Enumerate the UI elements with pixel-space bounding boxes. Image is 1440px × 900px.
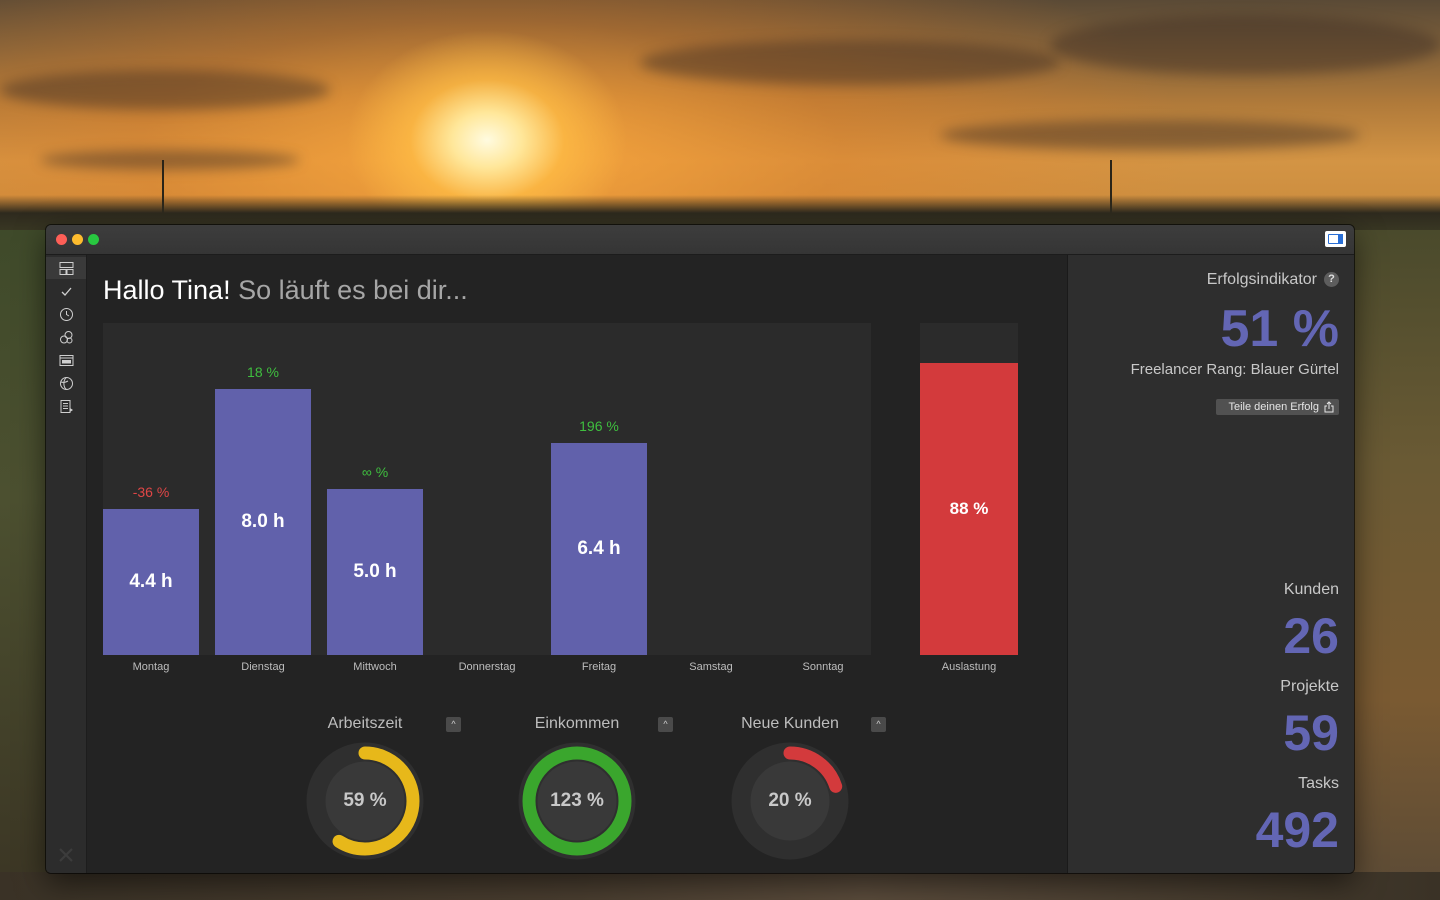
gauge-value-neue-kunden: 20 %: [768, 790, 812, 811]
nav-item-dashboard[interactable]: [46, 257, 86, 279]
coins-icon: [59, 330, 72, 343]
cloud: [1050, 15, 1440, 75]
gauge-center: [537, 761, 617, 841]
nav-item-reports[interactable]: [46, 395, 86, 417]
nav-item-calendar[interactable]: [46, 349, 86, 371]
gauge-expand-button[interactable]: ^: [446, 717, 461, 732]
gauge-neue-kunden: [731, 742, 849, 860]
gauge-expand-button[interactable]: ^: [871, 717, 886, 732]
day-label: Dienstag: [241, 661, 285, 673]
gauge-center: [325, 761, 405, 841]
sidebar-toggle-icon[interactable]: [1325, 231, 1346, 247]
gauge-arc: [522, 746, 632, 856]
gauge-title-einkommen: Einkommen: [534, 715, 620, 732]
railway-tracks: [0, 872, 1440, 900]
sunset-sky: [0, 0, 1440, 230]
bar-value-label: 5.0 h: [353, 561, 397, 582]
greeting-subtitle: So läuft es bei dir...: [238, 275, 468, 305]
day-label: Donnerstag: [458, 661, 516, 673]
utilization-value-label: 88 %: [949, 498, 989, 518]
change-label: -36 %: [132, 483, 170, 500]
bar-value-label: 6.4 h: [577, 537, 621, 559]
share-button-label: Teile deinen Erfolg: [1228, 401, 1319, 413]
gauge-expand-button[interactable]: ^: [658, 717, 673, 732]
gauge-value-einkommen: 123 %: [550, 790, 604, 811]
app-window: Hallo Tina! So läuft es bei dir... 4.4 h…: [46, 225, 1354, 873]
day-label: Mittwoch: [353, 661, 397, 673]
gauge-title-arbeitszeit: Arbeitszeit: [327, 715, 403, 732]
freelancer-rank: Freelancer Rang: Blauer Gürtel: [1130, 361, 1339, 378]
stat-value-tasks: 492: [1255, 802, 1339, 858]
document-list-icon: [60, 399, 73, 413]
share-icon: [1324, 401, 1334, 413]
gauge-arc: [310, 746, 420, 856]
power-pylon: [1110, 160, 1112, 215]
cloud: [640, 40, 1060, 85]
bar-freitag[interactable]: [551, 442, 647, 655]
utilization-bar[interactable]: [920, 362, 1018, 655]
calendar-100-icon: [59, 354, 73, 366]
cloud: [940, 120, 1360, 150]
share-success-button[interactable]: Teile deinen Erfolg: [1216, 399, 1339, 415]
minimize-button[interactable]: [72, 234, 83, 245]
title-bar: [46, 225, 1354, 255]
day-label: Sonntag: [802, 661, 844, 673]
bar-value-label: 4.4 h: [129, 570, 173, 592]
bar-dienstag[interactable]: [215, 389, 311, 655]
greeting-hello: Hallo Tina!: [103, 275, 231, 305]
tools-icon[interactable]: [58, 847, 74, 863]
day-label: Montag: [132, 661, 170, 673]
bar-mittwoch[interactable]: [327, 489, 423, 655]
field: [1353, 230, 1440, 900]
change-label: 196 %: [579, 417, 619, 434]
gauge-arc: [735, 746, 845, 856]
nav-item-clients[interactable]: [46, 372, 86, 394]
stat-label-tasks: Tasks: [1298, 775, 1339, 792]
bar-value-label: 8.0 h: [241, 511, 285, 533]
clock-icon: [59, 307, 73, 321]
change-label: ∞ %: [361, 464, 389, 480]
bar-montag[interactable]: [103, 508, 199, 655]
zoom-button[interactable]: [88, 234, 99, 245]
stat-value-kunden: 26: [1283, 608, 1339, 664]
cloud: [0, 70, 330, 110]
day-label: Freitag: [581, 661, 617, 673]
panel-title: Erfolgsindikator: [1206, 271, 1317, 288]
checkmark-icon: [61, 287, 71, 296]
close-button[interactable]: [56, 234, 67, 245]
gauge-center: [750, 761, 830, 841]
day-label: Samstag: [689, 661, 733, 673]
dashboard-main: Hallo Tina! So läuft es bei dir... 4.4 h…: [87, 255, 1067, 873]
nav-item-time[interactable]: [46, 303, 86, 325]
globe-icon: [59, 376, 73, 390]
gauge-value-arbeitszeit: 59 %: [343, 790, 387, 811]
nav-item-tasks[interactable]: [46, 280, 86, 302]
help-icon[interactable]: ?: [1324, 272, 1339, 287]
stat-label-kunden: Kunden: [1283, 581, 1339, 598]
gauge-title-neue-kunden: Neue Kunden: [741, 715, 839, 732]
dashboard-icon: [59, 261, 73, 275]
field: [0, 230, 47, 900]
stat-value-projekte: 59: [1283, 705, 1339, 761]
gauge-arbeitszeit: [306, 742, 424, 860]
success-percentage: 51 %: [1220, 300, 1339, 358]
change-label: 18 %: [247, 364, 279, 381]
cloud: [40, 150, 300, 170]
page-title: Hallo Tina! So läuft es bei dir...: [103, 275, 468, 306]
power-pylon: [162, 160, 164, 215]
utilization-axis-label: Auslastung: [941, 661, 997, 673]
success-panel: Erfolgsindikator ? 51 % Freelancer Rang:…: [1067, 255, 1354, 873]
nav-sidebar: [46, 255, 87, 873]
stat-label-projekte: Projekte: [1280, 678, 1339, 695]
gauge-einkommen: [518, 742, 636, 860]
nav-item-finance[interactable]: [46, 326, 86, 348]
